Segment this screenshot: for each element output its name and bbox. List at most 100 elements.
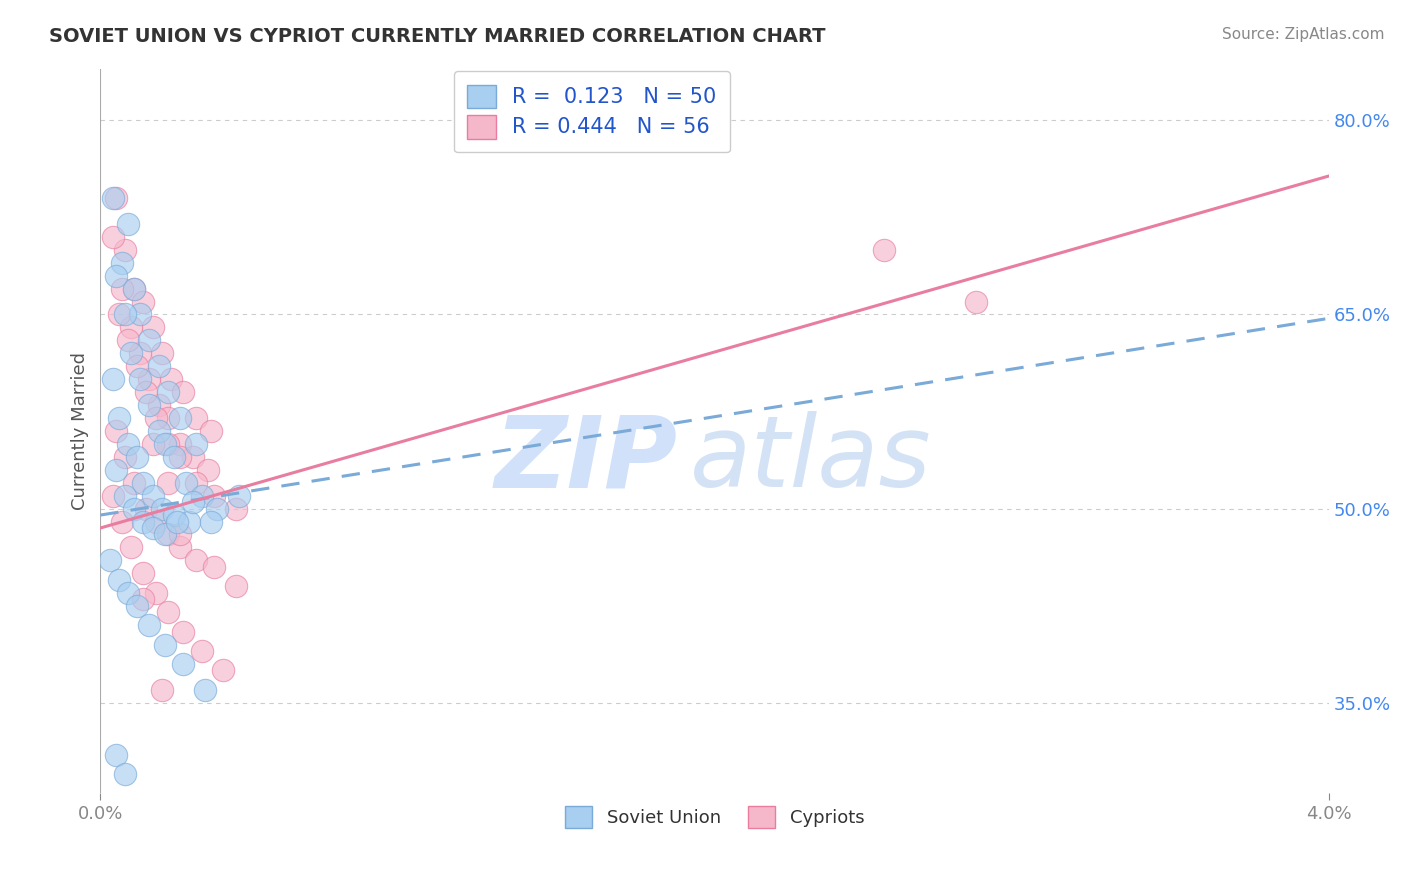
Text: ZIP: ZIP bbox=[495, 411, 678, 508]
Point bbox=[122, 501, 145, 516]
Point bbox=[169, 450, 191, 464]
Point bbox=[114, 489, 136, 503]
Point bbox=[142, 521, 165, 535]
Point bbox=[202, 559, 225, 574]
Text: Source: ZipAtlas.com: Source: ZipAtlas.com bbox=[1222, 27, 1385, 42]
Point bbox=[98, 553, 121, 567]
Point bbox=[138, 334, 160, 348]
Legend: Soviet Union, Cypriots: Soviet Union, Cypriots bbox=[558, 798, 872, 835]
Point bbox=[104, 424, 127, 438]
Point bbox=[200, 515, 222, 529]
Point bbox=[135, 385, 157, 400]
Point bbox=[169, 411, 191, 425]
Point bbox=[127, 450, 149, 464]
Point bbox=[101, 489, 124, 503]
Point bbox=[156, 475, 179, 490]
Point bbox=[117, 585, 139, 599]
Point bbox=[148, 424, 170, 438]
Point bbox=[117, 334, 139, 348]
Point bbox=[150, 501, 173, 516]
Point bbox=[172, 624, 194, 639]
Point bbox=[107, 573, 129, 587]
Point bbox=[163, 450, 186, 464]
Point bbox=[135, 501, 157, 516]
Point bbox=[101, 372, 124, 386]
Point bbox=[169, 541, 191, 555]
Text: SOVIET UNION VS CYPRIOT CURRENTLY MARRIED CORRELATION CHART: SOVIET UNION VS CYPRIOT CURRENTLY MARRIE… bbox=[49, 27, 825, 45]
Y-axis label: Currently Married: Currently Married bbox=[72, 352, 89, 510]
Point bbox=[965, 294, 987, 309]
Point bbox=[142, 489, 165, 503]
Point bbox=[228, 489, 250, 503]
Text: atlas: atlas bbox=[690, 411, 932, 508]
Point bbox=[132, 592, 155, 607]
Point bbox=[184, 475, 207, 490]
Point bbox=[153, 437, 176, 451]
Point bbox=[129, 372, 152, 386]
Point bbox=[132, 515, 155, 529]
Point bbox=[129, 346, 152, 360]
Point bbox=[120, 541, 142, 555]
Point bbox=[122, 475, 145, 490]
Point bbox=[169, 437, 191, 451]
Point bbox=[132, 475, 155, 490]
Point bbox=[153, 638, 176, 652]
Point bbox=[150, 682, 173, 697]
Point bbox=[104, 191, 127, 205]
Point bbox=[111, 255, 134, 269]
Point bbox=[166, 515, 188, 529]
Point bbox=[179, 515, 201, 529]
Point bbox=[150, 346, 173, 360]
Point bbox=[107, 308, 129, 322]
Point bbox=[190, 644, 212, 658]
Point bbox=[114, 450, 136, 464]
Point bbox=[224, 501, 246, 516]
Point bbox=[145, 585, 167, 599]
Point bbox=[184, 437, 207, 451]
Point bbox=[122, 281, 145, 295]
Point bbox=[156, 385, 179, 400]
Point bbox=[132, 566, 155, 581]
Point bbox=[138, 398, 160, 412]
Point bbox=[169, 527, 191, 541]
Point bbox=[224, 579, 246, 593]
Point bbox=[156, 411, 179, 425]
Point bbox=[194, 682, 217, 697]
Point bbox=[212, 664, 235, 678]
Point bbox=[172, 385, 194, 400]
Point bbox=[129, 308, 152, 322]
Point bbox=[127, 599, 149, 613]
Point bbox=[172, 657, 194, 671]
Point bbox=[205, 501, 228, 516]
Point bbox=[145, 515, 167, 529]
Point bbox=[114, 308, 136, 322]
Point bbox=[142, 320, 165, 334]
Point bbox=[104, 747, 127, 762]
Point bbox=[156, 527, 179, 541]
Point bbox=[184, 553, 207, 567]
Point bbox=[101, 191, 124, 205]
Point bbox=[114, 243, 136, 257]
Point bbox=[138, 618, 160, 632]
Point bbox=[148, 359, 170, 374]
Point bbox=[163, 508, 186, 522]
Point bbox=[104, 268, 127, 283]
Point bbox=[153, 527, 176, 541]
Point bbox=[190, 489, 212, 503]
Point bbox=[122, 281, 145, 295]
Point bbox=[111, 281, 134, 295]
Point bbox=[148, 398, 170, 412]
Point bbox=[156, 437, 179, 451]
Point bbox=[160, 372, 183, 386]
Point bbox=[117, 217, 139, 231]
Point bbox=[132, 294, 155, 309]
Point bbox=[200, 424, 222, 438]
Point bbox=[107, 411, 129, 425]
Point bbox=[142, 437, 165, 451]
Point bbox=[120, 346, 142, 360]
Point bbox=[120, 320, 142, 334]
Point bbox=[197, 463, 219, 477]
Point bbox=[202, 489, 225, 503]
Point bbox=[127, 359, 149, 374]
Point bbox=[176, 475, 198, 490]
